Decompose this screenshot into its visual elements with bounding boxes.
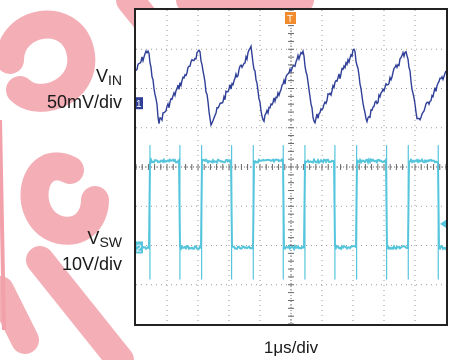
oscilloscope-screen: 1 2 T	[134, 8, 448, 326]
channel-1-marker: 1	[134, 97, 143, 110]
vin-label: VIN	[95, 66, 122, 88]
vsw-label: VSW	[87, 228, 122, 250]
vin-trace	[135, 43, 447, 128]
trigger-level-marker	[440, 219, 446, 228]
trigger-marker: T	[285, 12, 296, 25]
oscilloscope-plot: 1 2 T	[134, 9, 447, 325]
watermark-slash-lower	[26, 246, 134, 360]
vin-scale-label: 50mV/div	[46, 92, 122, 112]
svg-text:1: 1	[136, 99, 142, 110]
watermark-letter-c	[20, 152, 109, 245]
vsw-trace	[135, 155, 447, 252]
watermark-letter-o	[0, 10, 96, 112]
x-axis-label: 1μs/div	[263, 338, 319, 357]
watermark-line-left	[0, 119, 6, 331]
svg-text:2: 2	[136, 243, 142, 254]
svg-text:T: T	[287, 14, 293, 25]
vsw-scale-label: 10V/div	[61, 254, 122, 274]
channel-2-marker: 2	[134, 241, 143, 254]
